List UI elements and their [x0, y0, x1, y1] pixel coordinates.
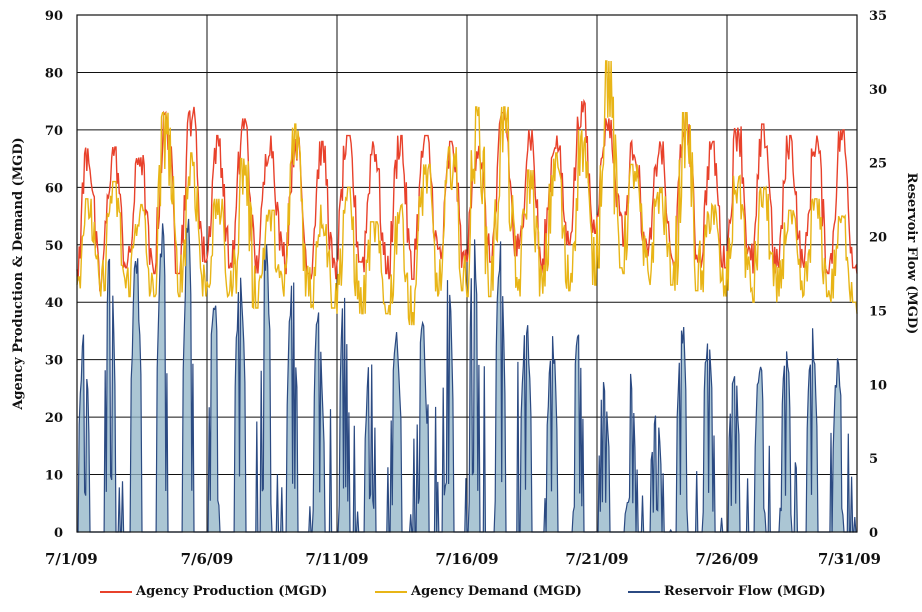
- y-left-tick-1: 10: [45, 469, 63, 484]
- legend-swatch-demand: [375, 590, 407, 593]
- y-right-tick-5: 25: [869, 157, 887, 172]
- y-right-tick-6: 30: [869, 83, 887, 98]
- legend-label-reservoir: Reservoir Flow (MGD): [664, 584, 826, 599]
- legend-item-demand: Agency Demand (MGD): [375, 584, 582, 599]
- legend-swatch-production: [100, 590, 132, 593]
- x-tick-6: 7/31/09: [818, 550, 881, 568]
- y-left-tick-4: 40: [45, 296, 63, 311]
- legend-item-production: Agency Production (MGD): [100, 584, 327, 599]
- y-left-tick-6: 60: [45, 181, 63, 196]
- chart-svg: 0 10 20 30 40 50 60 70 80 90 0 5 10 15 20 25 30 35 7/1/09 7…: [11, 9, 919, 568]
- y-left-tick-3: 30: [45, 354, 63, 369]
- y-right-tick-2: 10: [869, 378, 887, 393]
- legend-item-reservoir: Reservoir Flow (MGD): [628, 584, 826, 599]
- legend-label-demand: Agency Demand (MGD): [411, 584, 582, 599]
- x-tick-2: 7/11/09: [305, 550, 368, 568]
- x-tick-0: 7/1/09: [45, 550, 98, 568]
- y-left-tick-8: 80: [45, 66, 63, 81]
- x-tick-4: 7/21/09: [565, 550, 628, 568]
- legend: Agency Production (MGD) Agency Demand (M…: [0, 584, 922, 608]
- y-left-tick-2: 20: [45, 411, 63, 426]
- x-tick-5: 7/26/09: [695, 550, 758, 568]
- legend-label-production: Agency Production (MGD): [136, 584, 328, 599]
- legend-swatch-reservoir: [628, 590, 660, 593]
- x-tick-1: 7/6/09: [181, 550, 234, 568]
- y-right-tick-1: 5: [869, 452, 878, 467]
- y-left-tick-9: 90: [45, 9, 63, 24]
- y-left-axis-title: Agency Production & Demand (MGD): [11, 137, 26, 410]
- y-right-axis-title: Reservoir Flow (MGD): [904, 173, 919, 335]
- y-left-tick-7: 70: [45, 124, 63, 139]
- plot-border: [76, 14, 858, 533]
- y-right-tick-3: 15: [869, 304, 887, 319]
- y-left-tick-5: 50: [45, 239, 63, 254]
- y-right-tick-4: 20: [869, 231, 887, 246]
- y-right-tick-7: 35: [869, 9, 887, 24]
- y-left-tick-0: 0: [54, 526, 63, 541]
- y-right-tick-0: 0: [869, 526, 878, 541]
- x-tick-3: 7/16/09: [435, 550, 498, 568]
- series-demand-line: [76, 60, 858, 326]
